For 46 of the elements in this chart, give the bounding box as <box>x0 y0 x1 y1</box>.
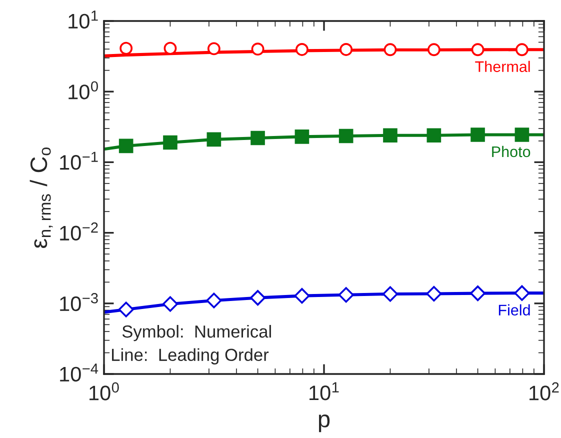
annotation: Line: Leading Order <box>112 348 269 364</box>
point <box>382 286 398 302</box>
point <box>294 288 310 304</box>
y-tick-label: 10$^{−1}$ <box>60 152 98 170</box>
y-tick-label: 10$^{−3}$ <box>60 293 98 312</box>
y-tick-label: 10$^{−4}$ <box>60 364 98 382</box>
point <box>514 128 530 142</box>
point <box>206 132 222 147</box>
point <box>340 43 353 56</box>
point <box>294 130 310 144</box>
point <box>426 128 442 143</box>
point <box>338 128 354 144</box>
x-tick-label: 10$^{1}$ <box>310 382 339 400</box>
point <box>384 43 397 56</box>
y-tick-label: 10$^{0}$ <box>68 81 98 100</box>
point <box>426 286 442 302</box>
point <box>470 286 486 302</box>
point <box>164 42 177 55</box>
x-tick-label: 10$^{2}$ <box>530 382 559 400</box>
point <box>470 128 485 142</box>
x-axis-title: p <box>318 414 330 432</box>
y-tick-label: 10$^{−2}$ <box>60 222 98 241</box>
y-axis-title: ε$_{n,rms}$ / C$_{o}$ <box>30 148 53 248</box>
y-tick-label: 10$^{1}$ <box>68 10 98 29</box>
point <box>162 296 178 312</box>
point <box>516 43 528 56</box>
point <box>118 138 134 154</box>
point <box>514 285 530 301</box>
point <box>250 130 265 146</box>
point <box>251 42 264 56</box>
series-label: Photo <box>492 146 530 158</box>
series-label: Thermal <box>475 60 530 72</box>
point <box>120 42 133 55</box>
series-label: Field <box>498 304 530 316</box>
point <box>118 302 134 318</box>
point <box>250 290 266 306</box>
point <box>296 43 308 56</box>
point <box>207 42 220 56</box>
point <box>427 43 440 56</box>
point <box>163 135 178 150</box>
x-tick-label: 10$^{0}$ <box>90 382 119 400</box>
point <box>383 128 398 143</box>
annotation: Symbol: Numerical <box>122 324 271 342</box>
point <box>471 43 484 56</box>
point <box>338 287 354 303</box>
point <box>206 292 222 308</box>
